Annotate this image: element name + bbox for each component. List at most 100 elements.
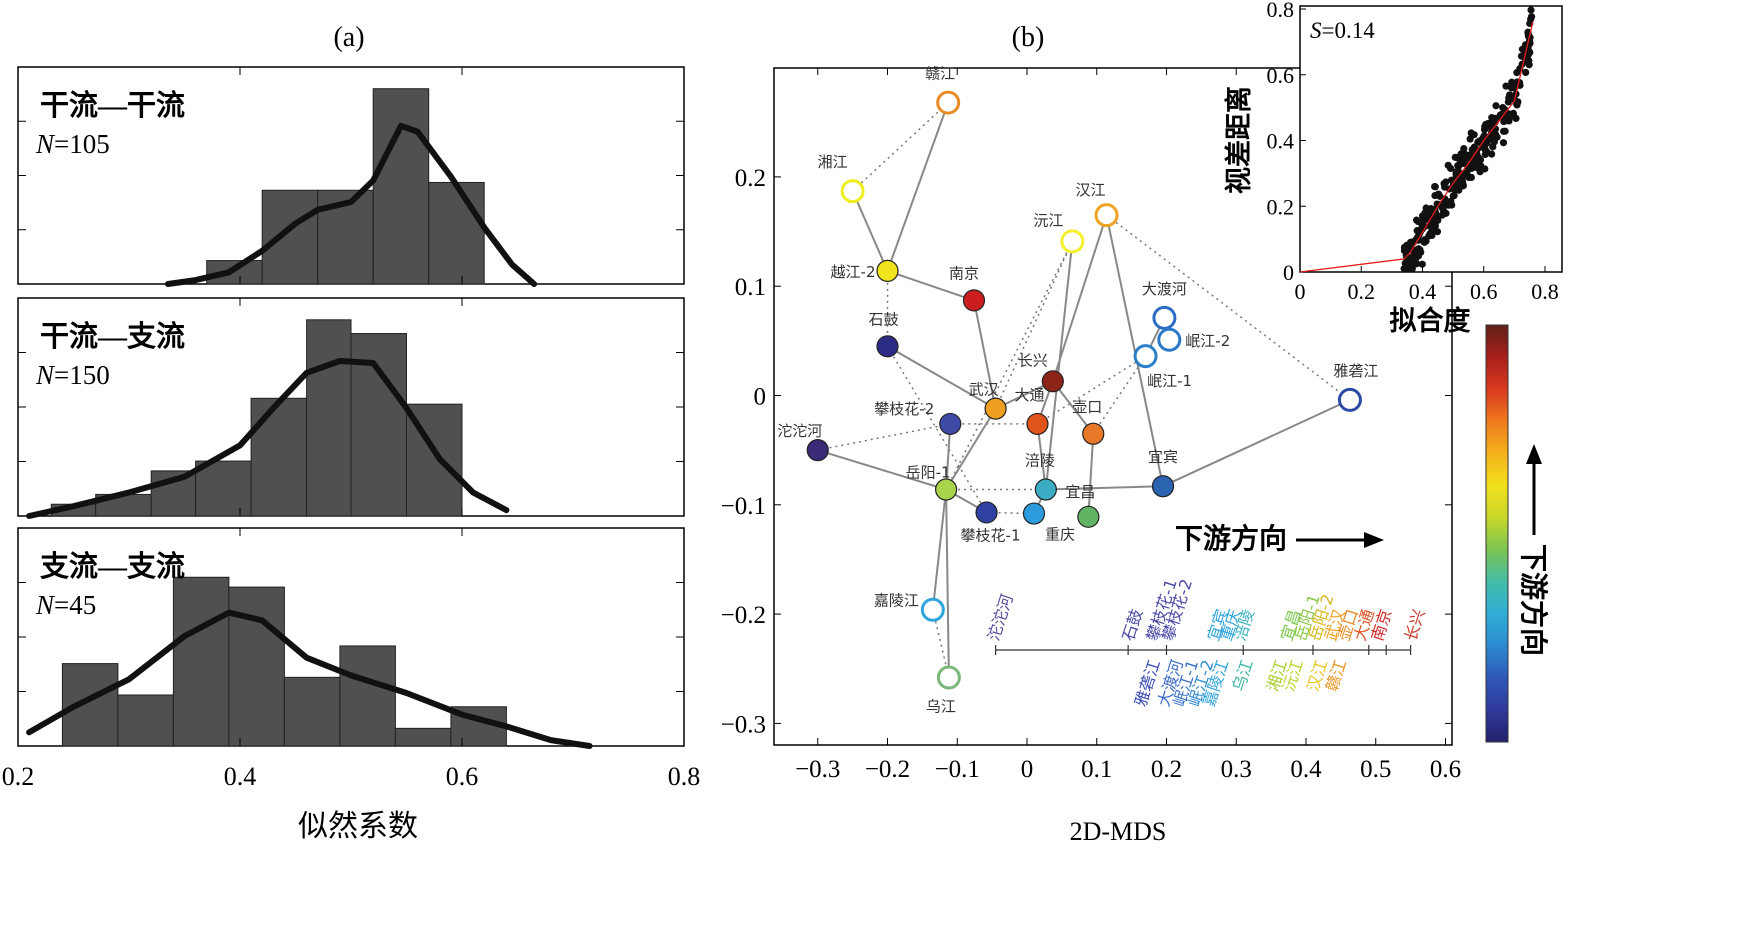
inset-data-point xyxy=(1454,153,1462,161)
stress-symbol: S xyxy=(1310,18,1322,43)
density-curve xyxy=(164,122,538,287)
inset-data-point xyxy=(1431,183,1439,191)
y-tick-label: −0.3 xyxy=(721,711,766,738)
station-label: 大通 xyxy=(1014,386,1044,404)
solid-link xyxy=(887,345,997,410)
inset-data-point xyxy=(1489,143,1497,151)
y-tick-label: 0.1 xyxy=(735,274,766,301)
n-value: =105 xyxy=(54,129,110,159)
station-point xyxy=(1077,505,1100,528)
inset-x-tick-label: 0 xyxy=(1295,279,1306,304)
inset-x-tick-label: 0.4 xyxy=(1409,279,1437,304)
solid-link xyxy=(886,102,950,272)
inset-data-point xyxy=(1492,102,1500,110)
station-label: 重庆 xyxy=(1045,526,1075,544)
y-tick-label: −0.1 xyxy=(721,493,766,520)
inset-x-axis-label: 拟合度 xyxy=(1390,305,1471,336)
station-point xyxy=(1022,502,1046,525)
station-label: 岷江-2 xyxy=(1185,332,1230,350)
inset-data-point xyxy=(1428,216,1436,224)
inset-y-axis-label: 视差距离 xyxy=(1223,86,1254,194)
x-tick-label: 0.4 xyxy=(1290,756,1322,783)
histogram-bar xyxy=(195,460,252,517)
station-label: 武汉 xyxy=(969,381,999,399)
inset-fit-line xyxy=(1299,22,1534,273)
station-label: 攀枝花-2 xyxy=(874,400,934,418)
n-value: =45 xyxy=(54,590,96,620)
station-label: 宜昌 xyxy=(1065,483,1095,501)
station-label: 宜宾 xyxy=(1148,448,1178,466)
station-label: 越江-2 xyxy=(831,263,876,281)
station-point-hollow xyxy=(936,90,961,115)
solid-link xyxy=(887,269,975,302)
inset-data-point xyxy=(1420,237,1428,246)
x-tick-label: 0.4 xyxy=(224,762,257,791)
station-label: 沅江 xyxy=(1033,211,1063,229)
inset-data-point xyxy=(1499,139,1508,147)
inset-data-point xyxy=(1481,123,1489,131)
histogram-bar xyxy=(306,319,352,517)
x-tick-label: 0.2 xyxy=(1151,756,1182,783)
histogram-panel-3: 支流—支流 N=45 xyxy=(17,527,685,749)
station-point xyxy=(806,439,829,462)
mds-frame xyxy=(773,67,1453,746)
solid-link xyxy=(1162,398,1351,488)
inset-data-point xyxy=(1491,135,1499,143)
dotted-link xyxy=(852,102,949,192)
station-point-hollow xyxy=(936,665,961,690)
histogram-bar xyxy=(117,694,174,747)
station-point xyxy=(939,412,962,436)
inset-data-point xyxy=(1412,216,1421,224)
dendrogram-top-label: 长兴 xyxy=(1401,607,1429,643)
subplot-title: 干流—干流 xyxy=(40,89,185,122)
inset-data-point xyxy=(1447,164,1455,173)
inset-data-point xyxy=(1428,227,1436,235)
panel-a-label: (a) xyxy=(333,22,364,53)
stress-label: S=0.14 xyxy=(1310,18,1375,43)
inset-data-point xyxy=(1459,178,1467,186)
station-point xyxy=(876,259,899,282)
station-point xyxy=(1034,478,1057,501)
y-tick-label: 0.2 xyxy=(735,165,766,192)
downstream-arrow-label: 下游方向 xyxy=(1175,522,1287,555)
inset-data-point xyxy=(1401,259,1409,267)
histogram-bar xyxy=(283,676,341,747)
station-label: 赣江 xyxy=(925,65,955,83)
inset-data-point xyxy=(1455,186,1463,194)
inset-data-point xyxy=(1525,57,1533,65)
inset-data-point xyxy=(1488,114,1496,122)
histogram-panel-2: 干流—支流 N=150 xyxy=(17,297,685,519)
inset-data-point xyxy=(1442,178,1450,186)
station-label: 涪陵 xyxy=(1025,451,1055,469)
solid-link xyxy=(851,190,889,272)
station-point xyxy=(1151,475,1175,498)
solid-link xyxy=(973,300,997,409)
inset-data-point xyxy=(1499,127,1508,135)
station-point xyxy=(1082,422,1105,445)
x-tick-label: −0.3 xyxy=(795,756,840,783)
station-label: 嘉陵江 xyxy=(874,592,919,610)
station-point-hollow xyxy=(1133,344,1158,369)
n-symbol: N xyxy=(35,590,56,620)
inset-data-point xyxy=(1417,248,1425,256)
inset-data-point xyxy=(1412,259,1420,268)
n-value: =150 xyxy=(54,360,110,390)
solid-link xyxy=(1087,433,1095,517)
station-point xyxy=(962,289,986,312)
station-label: 乌江 xyxy=(926,697,956,715)
histogram-bar xyxy=(261,189,319,285)
density-curve xyxy=(26,609,593,749)
station-point-hollow xyxy=(1152,305,1177,330)
dotted-link xyxy=(886,345,988,513)
inset-data-point xyxy=(1522,68,1530,77)
histogram-bar xyxy=(339,645,396,747)
inset-data-point xyxy=(1512,114,1520,122)
inset-x-tick-label: 0.6 xyxy=(1470,279,1498,304)
inset-data-point xyxy=(1407,238,1415,246)
station-point-hollow xyxy=(1060,229,1085,254)
n-symbol: N xyxy=(35,129,56,159)
panel-b-label: (b) xyxy=(1012,22,1045,53)
colorbar xyxy=(1485,324,1509,743)
histogram-bar xyxy=(394,727,452,747)
inset-y-tick-label: 0.4 xyxy=(1267,129,1295,154)
